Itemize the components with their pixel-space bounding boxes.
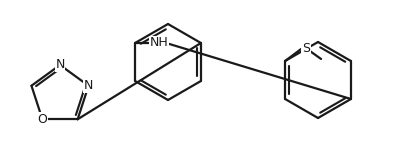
Text: N: N — [55, 58, 64, 72]
Text: S: S — [302, 42, 310, 56]
Text: O: O — [37, 113, 47, 126]
Text: N: N — [84, 79, 93, 92]
Text: NH: NH — [150, 37, 169, 50]
